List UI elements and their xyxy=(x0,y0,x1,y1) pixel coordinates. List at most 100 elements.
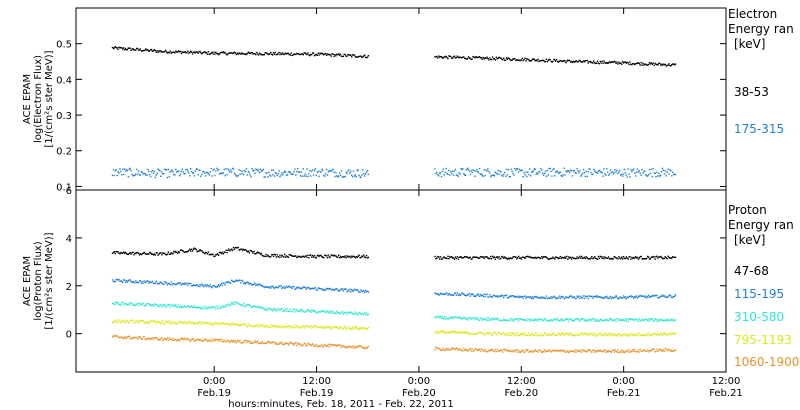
data-point-1060-1900 xyxy=(601,350,603,352)
data-point-38-53 xyxy=(177,51,179,53)
data-point-310-580 xyxy=(666,320,668,322)
data-point-175-315 xyxy=(219,172,222,175)
data-point-310-580 xyxy=(671,318,673,321)
data-point-175-315 xyxy=(338,175,340,177)
data-point-47-68 xyxy=(506,258,509,260)
data-point-38-53 xyxy=(199,50,201,53)
data-point-795-1193 xyxy=(326,326,329,328)
data-point-115-195 xyxy=(487,296,489,298)
data-point-175-315 xyxy=(264,176,266,178)
data-point-310-580 xyxy=(657,318,659,321)
data-point-795-1193 xyxy=(669,332,671,335)
data-point-38-53 xyxy=(322,53,324,55)
data-point-1060-1900 xyxy=(214,340,216,342)
data-point-310-580 xyxy=(575,318,577,320)
data-point-38-53 xyxy=(178,51,181,53)
data-point-310-580 xyxy=(322,310,324,312)
data-point-310-580 xyxy=(477,319,480,321)
data-point-38-53 xyxy=(257,54,260,56)
data-point-310-580 xyxy=(153,303,156,306)
data-point-47-68 xyxy=(359,256,361,259)
data-point-310-580 xyxy=(218,305,221,307)
data-point-310-580 xyxy=(621,319,623,321)
data-point-795-1193 xyxy=(645,334,647,336)
data-point-38-53 xyxy=(337,53,339,56)
data-point-115-195 xyxy=(496,295,498,297)
data-point-115-195 xyxy=(142,282,144,284)
data-point-175-315 xyxy=(336,175,338,177)
data-point-1060-1900 xyxy=(273,341,276,343)
data-point-175-315 xyxy=(487,168,489,170)
data-point-175-315 xyxy=(340,170,343,172)
data-point-175-315 xyxy=(473,169,475,172)
data-point-1060-1900 xyxy=(464,348,467,350)
data-point-795-1193 xyxy=(250,324,252,326)
data-point-47-68 xyxy=(111,252,114,255)
data-point-1060-1900 xyxy=(149,338,151,340)
data-point-38-53 xyxy=(204,52,207,54)
data-point-175-315 xyxy=(151,169,154,172)
data-point-1060-1900 xyxy=(307,343,309,345)
data-point-310-580 xyxy=(279,309,281,311)
data-point-38-53 xyxy=(506,58,509,60)
data-point-1060-1900 xyxy=(452,347,455,349)
data-point-1060-1900 xyxy=(626,350,628,352)
data-point-38-53 xyxy=(193,51,196,53)
data-point-310-580 xyxy=(552,320,554,322)
data-point-115-195 xyxy=(456,292,458,294)
data-point-795-1193 xyxy=(283,326,285,328)
data-point-175-315 xyxy=(568,171,571,174)
data-point-115-195 xyxy=(668,294,670,297)
data-point-47-68 xyxy=(153,253,156,255)
data-point-115-195 xyxy=(616,296,618,298)
data-point-175-315 xyxy=(649,172,652,175)
data-point-38-53 xyxy=(303,52,305,54)
data-point-310-580 xyxy=(141,303,143,305)
data-point-47-68 xyxy=(219,251,222,254)
data-point-175-315 xyxy=(634,175,637,177)
data-point-47-68 xyxy=(660,255,662,258)
data-point-795-1193 xyxy=(478,331,481,333)
data-point-1060-1900 xyxy=(637,349,640,351)
data-point-795-1193 xyxy=(607,333,610,335)
data-point-795-1193 xyxy=(366,328,369,330)
data-point-795-1193 xyxy=(561,333,563,335)
data-point-175-315 xyxy=(222,172,224,174)
data-point-175-315 xyxy=(177,170,180,172)
data-point-1060-1900 xyxy=(155,337,157,339)
data-point-310-580 xyxy=(537,320,539,322)
data-point-1060-1900 xyxy=(352,345,355,347)
data-point-795-1193 xyxy=(178,321,181,323)
data-point-115-195 xyxy=(640,295,642,297)
data-point-310-580 xyxy=(359,311,361,314)
data-point-47-68 xyxy=(319,254,321,257)
data-point-310-580 xyxy=(344,311,346,314)
data-point-795-1193 xyxy=(315,325,317,327)
data-point-47-68 xyxy=(150,253,153,255)
data-point-38-53 xyxy=(208,53,210,55)
data-point-47-68 xyxy=(324,254,326,256)
data-point-38-53 xyxy=(569,61,572,63)
data-point-1060-1900 xyxy=(116,335,118,337)
data-point-1060-1900 xyxy=(255,341,257,344)
data-point-310-580 xyxy=(262,307,264,310)
data-point-115-195 xyxy=(653,295,655,297)
data-point-47-68 xyxy=(608,258,611,260)
data-point-1060-1900 xyxy=(230,341,232,343)
data-point-47-68 xyxy=(517,255,520,258)
data-point-795-1193 xyxy=(217,322,219,324)
data-point-795-1193 xyxy=(609,332,612,335)
data-point-1060-1900 xyxy=(603,349,605,352)
data-point-38-53 xyxy=(311,52,314,54)
data-point-175-315 xyxy=(177,170,179,173)
data-point-38-53 xyxy=(118,46,120,48)
data-point-795-1193 xyxy=(235,323,237,325)
data-point-38-53 xyxy=(585,59,588,62)
data-point-47-68 xyxy=(335,255,337,257)
data-point-795-1193 xyxy=(361,327,363,330)
data-point-795-1193 xyxy=(340,326,343,329)
data-point-310-580 xyxy=(471,317,473,320)
data-point-795-1193 xyxy=(267,325,269,327)
data-point-175-315 xyxy=(607,174,610,176)
data-point-310-580 xyxy=(281,307,283,310)
